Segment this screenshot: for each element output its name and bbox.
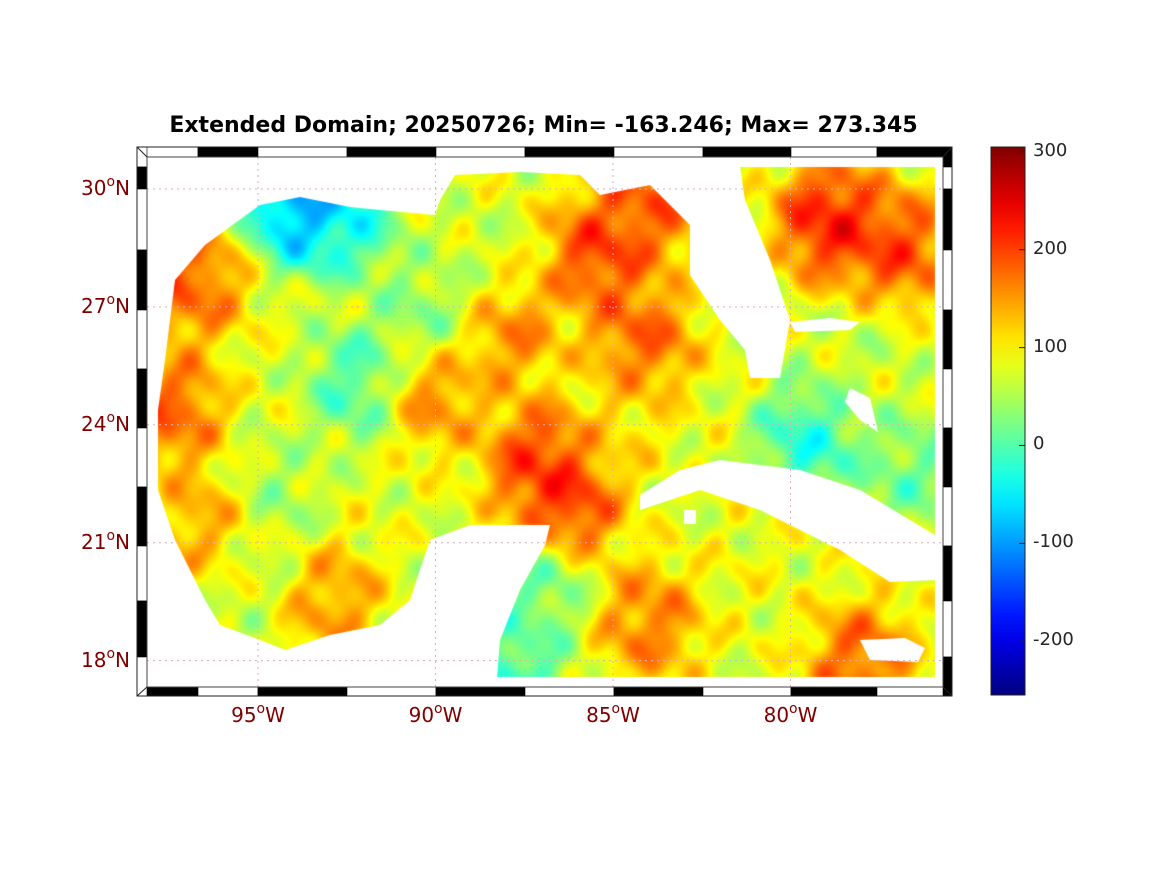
colorbar-tick-label: 200: [1033, 237, 1068, 259]
frame-segment-bottom: [702, 686, 792, 697]
lon-degree-value: 80: [763, 703, 790, 727]
frame-segment-right: [942, 600, 953, 658]
frame-segment-left: [136, 656, 148, 697]
hemisphere-letter: N: [115, 529, 130, 554]
degree-symbol: o: [106, 527, 116, 544]
frame-corner: [942, 686, 953, 697]
lon-tick-label: 85oW: [586, 701, 640, 727]
frame-segment-top: [197, 146, 259, 158]
degree-symbol: o: [106, 174, 116, 190]
frame-corner: [136, 686, 148, 697]
degree-symbol: o: [434, 701, 443, 717]
hemisphere-letter: N: [115, 176, 130, 200]
frame-segment-left: [136, 309, 148, 370]
lat-tick-label: 30oN: [81, 174, 130, 200]
frame-segment-bottom: [876, 686, 953, 697]
frame-segment-bottom: [197, 686, 259, 697]
frame-segment-top: [435, 146, 526, 158]
frame-outline: [136, 146, 953, 697]
lat-tick-label: 18oN: [81, 645, 130, 672]
hemisphere-letter: W: [620, 703, 640, 727]
frame-segment-top: [702, 146, 792, 158]
frame-corner: [942, 146, 953, 158]
frame-corner: [136, 146, 148, 158]
lat-degree-value: 21: [81, 529, 107, 554]
hemisphere-letter: N: [115, 411, 130, 436]
degree-symbol: o: [106, 645, 116, 662]
frame-segment-bottom: [346, 686, 437, 697]
degree-symbol: o: [611, 701, 621, 717]
hemisphere-letter: W: [265, 703, 285, 727]
frame-segment-bottom: [790, 686, 878, 697]
frame-segment-bottom: [435, 686, 526, 697]
hemisphere-letter: W: [442, 703, 463, 727]
lon-tick-label: 90oW: [408, 701, 463, 727]
lon-degree-value: 95: [231, 703, 257, 727]
hemisphere-letter: N: [115, 293, 130, 318]
lon-degree-value: 85: [586, 703, 612, 727]
frame-segment-left: [136, 545, 148, 602]
colorbar-tick-label: -200: [1033, 629, 1074, 651]
degree-symbol: o: [106, 409, 116, 426]
frame-segment-right: [942, 656, 953, 697]
frame-segment-left: [136, 166, 148, 190]
lon-tick-label: 80oW: [763, 701, 818, 727]
frame-segment-left: [136, 486, 148, 547]
hemisphere-letter: W: [797, 703, 818, 727]
frame-segment-right: [942, 309, 953, 370]
degree-symbol: o: [106, 291, 116, 308]
frame-segment-right: [942, 188, 953, 251]
frame-segment-bottom: [613, 686, 704, 697]
colorbar-tick-label: 100: [1033, 335, 1068, 357]
frame-segment-top: [346, 146, 437, 158]
frame-segment-left: [136, 368, 148, 429]
frame-segment-top: [524, 146, 615, 158]
colorbar-tick-label: 300: [1033, 139, 1068, 161]
frame-segment-right: [942, 545, 953, 602]
frame-segment-right: [942, 166, 953, 190]
frame-segment-right: [942, 427, 953, 488]
degree-symbol: o: [256, 701, 266, 717]
lat-degree-value: 30: [81, 176, 107, 200]
frame-segment-top: [790, 146, 878, 158]
colorbar-tick-label: -100: [1033, 531, 1074, 553]
lat-degree-value: 18: [81, 647, 107, 672]
chart-title: Extended Domain; 20250726; Min= -163.246…: [169, 113, 918, 138]
frame-segment-top: [876, 146, 953, 158]
frame-segment-left: [136, 146, 148, 168]
lon-degree-value: 90: [408, 703, 435, 727]
frame-segment-left: [136, 249, 148, 311]
frame-segment-left: [136, 188, 148, 251]
frame-segment-top: [613, 146, 704, 158]
frame-segment-right: [942, 368, 953, 429]
frame-segment-bottom: [524, 686, 615, 697]
colorbar: [990, 146, 1026, 696]
hemisphere-letter: N: [115, 647, 130, 672]
colorbar-tick-label: 0: [1033, 433, 1045, 455]
frame-segment-left: [136, 600, 148, 658]
frame-segment-right: [942, 146, 953, 168]
frame-segment-left: [136, 427, 148, 488]
frame-segment-bottom: [257, 686, 348, 697]
degree-symbol: o: [789, 701, 798, 717]
lat-degree-value: 27: [81, 293, 107, 318]
frame-segment-right: [942, 249, 953, 311]
frame-segment-top: [257, 146, 348, 158]
plot-area-outline: [146, 156, 944, 688]
lat-tick-label: 24oN: [81, 409, 130, 436]
lat-tick-label: 27oN: [81, 291, 130, 318]
lon-tick-label: 95oW: [231, 701, 285, 727]
lat-tick-label: 21oN: [81, 527, 130, 554]
frame-segment-right: [942, 486, 953, 547]
lat-degree-value: 24: [81, 411, 107, 436]
